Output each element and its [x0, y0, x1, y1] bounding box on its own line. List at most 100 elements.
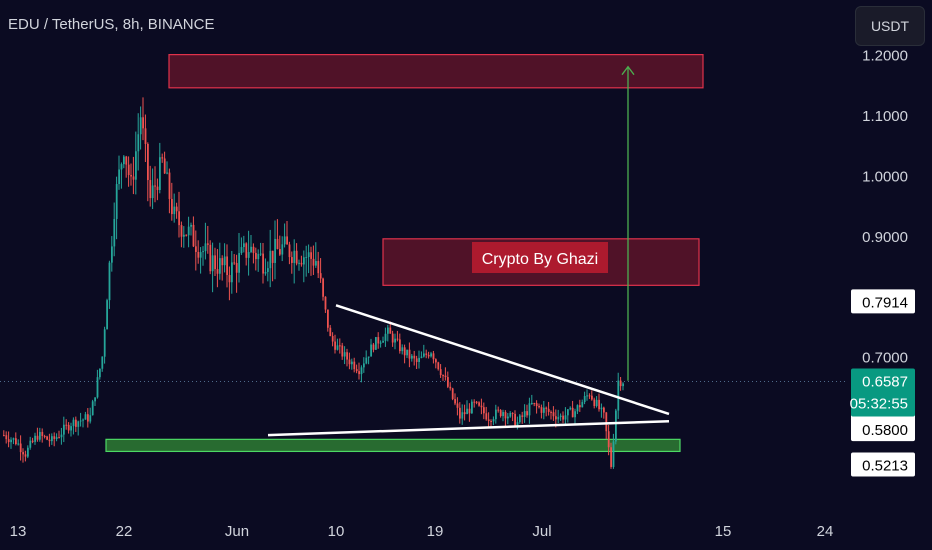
candle[interactable]	[353, 357, 356, 373]
candle-body[interactable]	[60, 434, 63, 438]
candle[interactable]	[617, 372, 620, 419]
candle-body[interactable]	[274, 238, 276, 263]
candle[interactable]	[305, 245, 308, 277]
candle[interactable]	[538, 403, 540, 409]
candle-body[interactable]	[89, 415, 92, 422]
price-axis[interactable]: 1.2000 1.1000 1.0000 0.9000 0.7000 13 22 Jun 10 1…	[10, 48, 908, 540]
candle[interactable]	[142, 97, 144, 141]
candle[interactable]	[379, 340, 382, 348]
candle-body[interactable]	[315, 261, 317, 266]
candle-body[interactable]	[535, 403, 538, 407]
candle-body[interactable]	[336, 345, 339, 350]
candle-body[interactable]	[607, 431, 610, 448]
candle[interactable]	[281, 236, 284, 262]
candle-body[interactable]	[473, 401, 476, 403]
candle[interactable]	[468, 403, 471, 422]
candle-body[interactable]	[418, 357, 420, 362]
candle[interactable]	[130, 163, 132, 186]
candle-body[interactable]	[461, 412, 464, 419]
candle-body[interactable]	[511, 412, 514, 414]
candle[interactable]	[423, 344, 425, 358]
candle[interactable]	[96, 369, 99, 399]
candle-body[interactable]	[495, 409, 497, 420]
candle-body[interactable]	[423, 353, 425, 357]
candle-body[interactable]	[125, 156, 128, 165]
candle-body[interactable]	[142, 117, 144, 129]
candle-body[interactable]	[262, 253, 264, 274]
candle[interactable]	[449, 382, 452, 391]
candle[interactable]	[192, 216, 195, 248]
candle[interactable]	[55, 433, 58, 442]
candle[interactable]	[415, 355, 418, 370]
candle[interactable]	[183, 226, 185, 248]
candle-body[interactable]	[243, 243, 245, 248]
candle[interactable]	[502, 409, 504, 422]
candle[interactable]	[22, 448, 24, 463]
candle-body[interactable]	[209, 244, 212, 272]
candle[interactable]	[514, 410, 516, 427]
candle-body[interactable]	[279, 248, 281, 255]
candle-body[interactable]	[531, 402, 533, 404]
candle[interactable]	[298, 259, 300, 271]
candle-body[interactable]	[91, 401, 94, 416]
candle-body[interactable]	[250, 246, 252, 253]
candle[interactable]	[144, 114, 147, 163]
candle-body[interactable]	[233, 262, 236, 264]
candle-body[interactable]	[559, 415, 562, 418]
candle[interactable]	[487, 412, 490, 427]
candle-body[interactable]	[610, 447, 612, 467]
candle[interactable]	[34, 432, 36, 445]
candle[interactable]	[408, 342, 411, 368]
candle[interactable]	[79, 412, 82, 427]
candle-body[interactable]	[444, 375, 447, 378]
candle[interactable]	[87, 408, 89, 428]
candle[interactable]	[331, 332, 334, 347]
candle-body[interactable]	[156, 186, 159, 190]
candle[interactable]	[499, 409, 502, 418]
candle-body[interactable]	[305, 257, 308, 259]
candle-body[interactable]	[149, 180, 152, 199]
candle[interactable]	[180, 221, 183, 248]
candle-body[interactable]	[598, 399, 600, 410]
candles[interactable]	[3, 97, 624, 469]
candle[interactable]	[442, 374, 444, 381]
candle[interactable]	[334, 334, 336, 354]
candle-body[interactable]	[459, 407, 461, 419]
candle[interactable]	[139, 106, 142, 150]
candle[interactable]	[600, 403, 603, 418]
candle-body[interactable]	[499, 410, 502, 417]
candle-body[interactable]	[403, 347, 406, 356]
candle-body[interactable]	[48, 439, 51, 442]
candle-body[interactable]	[399, 339, 401, 352]
candle-body[interactable]	[490, 420, 492, 422]
candle[interactable]	[53, 432, 56, 447]
candle[interactable]	[99, 368, 101, 380]
candle[interactable]	[358, 362, 360, 380]
candle[interactable]	[435, 358, 437, 369]
candle[interactable]	[226, 244, 228, 288]
candle-body[interactable]	[425, 353, 428, 355]
candle-body[interactable]	[406, 349, 408, 356]
candle-body[interactable]	[103, 329, 106, 357]
candle-body[interactable]	[579, 405, 581, 408]
candle[interactable]	[178, 191, 180, 238]
candle-body[interactable]	[219, 258, 221, 274]
candle-body[interactable]	[53, 436, 56, 439]
candle[interactable]	[46, 435, 48, 441]
candle-body[interactable]	[365, 357, 368, 364]
candle[interactable]	[39, 427, 41, 442]
candle-body[interactable]	[247, 252, 250, 258]
candle[interactable]	[161, 153, 164, 163]
candle-body[interactable]	[19, 443, 22, 453]
candle-body[interactable]	[161, 157, 164, 159]
candle[interactable]	[106, 298, 108, 330]
candle[interactable]	[214, 247, 216, 277]
candle[interactable]	[437, 361, 440, 371]
candle[interactable]	[185, 234, 188, 237]
candle-body[interactable]	[235, 263, 238, 273]
candle-body[interactable]	[139, 117, 142, 135]
candle[interactable]	[593, 397, 596, 409]
candle[interactable]	[132, 156, 135, 195]
candle[interactable]	[466, 400, 468, 415]
candle-body[interactable]	[240, 247, 243, 254]
